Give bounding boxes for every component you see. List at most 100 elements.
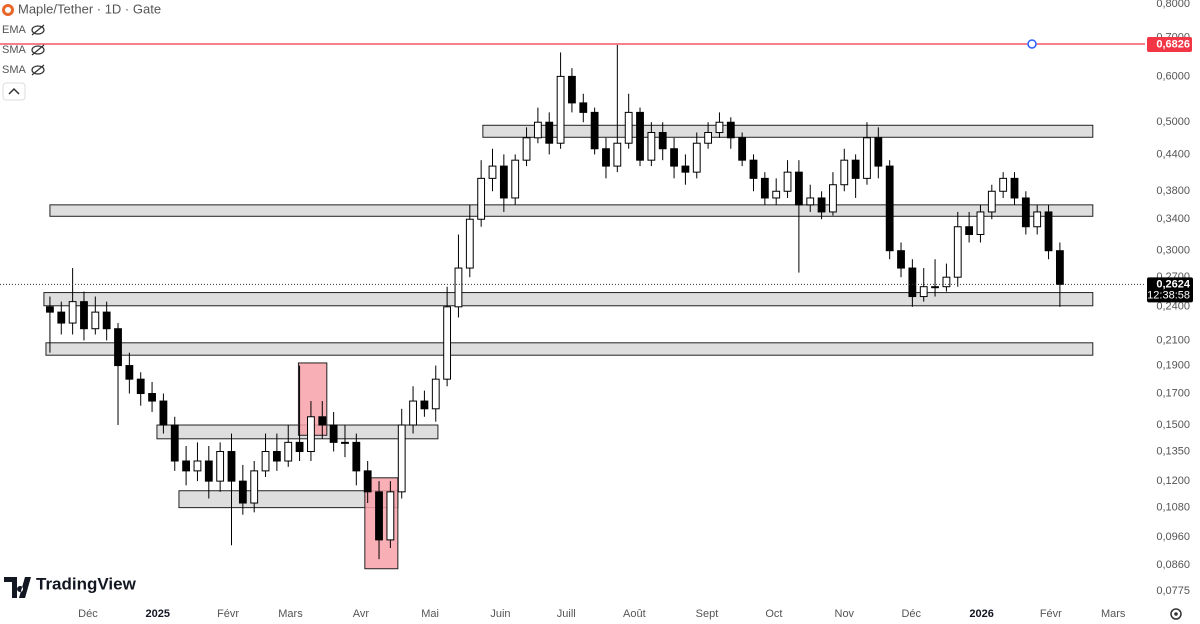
candle-body bbox=[783, 171, 792, 192]
candle-body bbox=[533, 121, 542, 139]
candle-body bbox=[647, 132, 656, 161]
y-tick-label: 0,4400 bbox=[1156, 148, 1190, 160]
last-price-tag bbox=[1147, 277, 1193, 303]
x-tick-label: Oct bbox=[765, 608, 782, 620]
x-tick-label: 2025 bbox=[145, 608, 169, 620]
candle-body bbox=[363, 470, 372, 493]
x-tick-label: Mars bbox=[1101, 608, 1126, 620]
y-tick-label: 0,2400 bbox=[1156, 301, 1190, 313]
candle-body bbox=[817, 197, 826, 213]
candle-body bbox=[579, 102, 588, 113]
candle-body bbox=[613, 142, 622, 167]
candle-body bbox=[636, 111, 644, 161]
candle-body bbox=[68, 301, 77, 324]
candle-body bbox=[840, 159, 849, 186]
symbol-title: Maple/Tether · 1D · Gate bbox=[18, 1, 161, 16]
candle-body bbox=[749, 159, 758, 179]
y-tick-label: 0,2100 bbox=[1156, 334, 1190, 346]
price-zone bbox=[45, 342, 1094, 356]
candle-body bbox=[114, 328, 122, 367]
y-tick-label: 0,0960 bbox=[1156, 531, 1190, 543]
candle-body bbox=[624, 111, 633, 144]
x-tick-label: 2026 bbox=[969, 608, 993, 620]
candle-body bbox=[329, 424, 338, 443]
price-line-tag bbox=[1147, 36, 1192, 52]
eye-icons[interactable] bbox=[31, 24, 45, 76]
logo-mark bbox=[4, 577, 31, 598]
candle-body bbox=[136, 378, 145, 395]
candle-body bbox=[545, 121, 554, 144]
price-line-handle bbox=[1027, 39, 1037, 49]
candle-body bbox=[477, 177, 486, 220]
x-tick-label: Déc bbox=[901, 608, 921, 620]
candle-body bbox=[102, 311, 111, 330]
y-tick-label: 0,1900 bbox=[1156, 359, 1190, 371]
candle-body bbox=[568, 75, 576, 104]
candle-body bbox=[397, 424, 406, 493]
candle-body bbox=[522, 137, 531, 161]
candle-body bbox=[488, 165, 497, 179]
candle-body bbox=[386, 491, 395, 541]
countdown-label: 12:38:58 bbox=[1147, 289, 1190, 301]
y-tick-label: 0,3000 bbox=[1156, 245, 1190, 257]
candle-body bbox=[148, 393, 156, 402]
y-tick-label: 0,1500 bbox=[1156, 419, 1190, 431]
y-tick-label: 0,3800 bbox=[1156, 185, 1190, 197]
candle-body bbox=[375, 491, 383, 541]
candle-body bbox=[91, 311, 100, 330]
indicator-label[interactable]: SMA bbox=[2, 44, 27, 56]
candle-body bbox=[897, 250, 905, 269]
x-tick-label: Févr bbox=[1040, 608, 1062, 620]
candle-body bbox=[182, 460, 191, 472]
candle-body bbox=[874, 137, 883, 167]
candle-body bbox=[272, 451, 281, 462]
candle-body bbox=[431, 378, 440, 410]
y-tick-label: 0,1350 bbox=[1156, 445, 1190, 457]
candle-body bbox=[715, 121, 724, 134]
y-tick-label: 0,0775 bbox=[1156, 585, 1190, 597]
candle-body bbox=[341, 441, 349, 444]
y-tick-label: 0,0860 bbox=[1156, 559, 1190, 571]
candle-body bbox=[851, 159, 860, 179]
candle-body bbox=[863, 137, 871, 179]
x-tick-label: Nov bbox=[835, 608, 855, 620]
y-tick-label: 0,8000 bbox=[1156, 0, 1190, 10]
candle-body bbox=[193, 460, 202, 472]
x-tick-label: Juin bbox=[490, 608, 510, 620]
price-line-label: 0,6826 bbox=[1156, 38, 1190, 50]
candle-body bbox=[987, 190, 996, 213]
indicator-label[interactable]: SMA bbox=[2, 64, 27, 76]
candle-body bbox=[352, 441, 361, 472]
y-tick-label: 0,1700 bbox=[1156, 387, 1190, 399]
candle-body bbox=[806, 197, 815, 206]
candle-body bbox=[885, 165, 894, 252]
candle-body bbox=[238, 480, 247, 504]
candle-body bbox=[46, 306, 54, 313]
candle-body bbox=[499, 165, 508, 199]
candle-body bbox=[602, 148, 610, 167]
candle-body bbox=[556, 75, 565, 144]
collapse-button[interactable] bbox=[2, 82, 26, 101]
symbol-icon-inner bbox=[5, 7, 11, 13]
candle-body bbox=[794, 171, 803, 206]
settings-icon-center bbox=[1174, 612, 1178, 616]
candle-body bbox=[1055, 250, 1064, 285]
last-price-label: 0,2624 bbox=[1156, 278, 1191, 290]
candle-body bbox=[465, 218, 474, 269]
candle-body bbox=[999, 177, 1008, 192]
x-tick-label: Févr bbox=[217, 608, 239, 620]
candle-body bbox=[159, 400, 168, 426]
y-tick-label: 0,1200 bbox=[1156, 475, 1190, 487]
candle-body bbox=[704, 132, 713, 144]
candle-body bbox=[204, 460, 213, 482]
indicator-label[interactable]: EMA bbox=[2, 24, 27, 36]
candle-body bbox=[454, 267, 463, 308]
candle-body bbox=[931, 286, 939, 289]
candle-body bbox=[318, 416, 327, 426]
x-tick-label: Avr bbox=[353, 608, 370, 620]
x-tick-label: Août bbox=[623, 608, 646, 620]
candle-body bbox=[170, 424, 179, 462]
settings-icon[interactable] bbox=[1170, 608, 1182, 620]
candle-body bbox=[953, 226, 962, 278]
candle-body bbox=[726, 121, 735, 139]
